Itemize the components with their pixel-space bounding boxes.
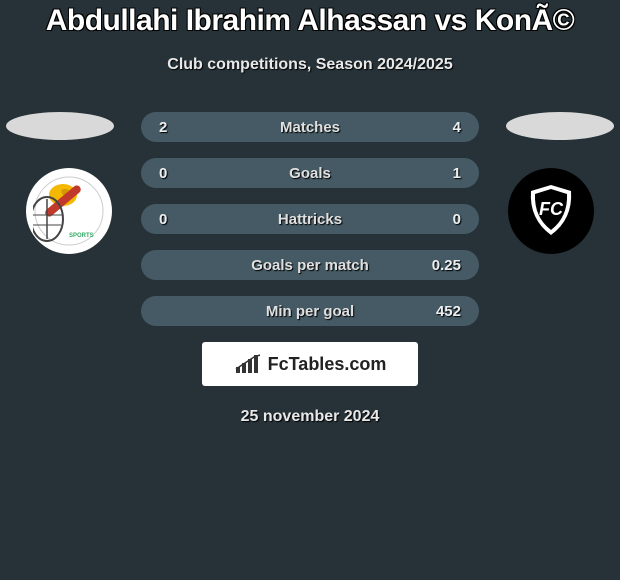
stat-label: Hattricks <box>141 211 479 228</box>
stat-right-value: 0.25 <box>432 257 461 274</box>
stat-row: 0 Goals 1 <box>141 158 479 188</box>
subtitle: Club competitions, Season 2024/2025 <box>0 56 620 74</box>
stat-label: Goals <box>141 165 479 182</box>
svg-text:FC: FC <box>539 199 564 219</box>
date-text: 25 november 2024 <box>0 408 620 426</box>
stat-right-value: 4 <box>453 119 461 136</box>
stats-table: 2 Matches 4 0 Goals 1 0 Hattricks 0 Goal… <box>141 112 479 326</box>
page-title: Abdullahi Ibrahim Alhassan vs KonÃ© <box>0 4 620 38</box>
svg-text:SPORTS: SPORTS <box>69 233 94 239</box>
club-left-badge: SPORTS <box>26 168 112 254</box>
stat-right-value: 452 <box>436 303 461 320</box>
brand-text: FcTables.com <box>268 354 387 375</box>
stat-left-value: 2 <box>159 119 167 136</box>
stat-right-value: 1 <box>453 165 461 182</box>
stat-row: 2 Matches 4 <box>141 112 479 142</box>
player-right-avatar-placeholder <box>506 112 614 140</box>
chart-icon <box>234 353 262 375</box>
stat-left-value: 0 <box>159 165 167 182</box>
stat-row: 0 Hattricks 0 <box>141 204 479 234</box>
stat-label: Min per goal <box>141 303 479 320</box>
stat-label: Goals per match <box>141 257 479 274</box>
sports-club-logo-icon: SPORTS <box>33 175 105 247</box>
stat-row: Min per goal 452 <box>141 296 479 326</box>
brand-link[interactable]: FcTables.com <box>202 342 418 386</box>
stat-left-value: 0 <box>159 211 167 228</box>
player-left-avatar-placeholder <box>6 112 114 140</box>
stat-right-value: 0 <box>453 211 461 228</box>
stat-row: Goals per match 0.25 <box>141 250 479 280</box>
shield-logo-icon: FC <box>515 175 587 247</box>
stat-label: Matches <box>141 119 479 136</box>
club-right-badge: FC <box>508 168 594 254</box>
